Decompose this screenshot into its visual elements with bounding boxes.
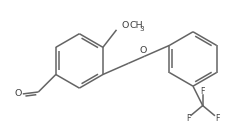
Text: O: O: [14, 89, 21, 98]
Text: O: O: [139, 46, 146, 55]
Text: F: F: [185, 114, 190, 123]
Text: F: F: [214, 114, 219, 123]
Text: CH: CH: [129, 21, 142, 31]
Text: O: O: [121, 21, 128, 31]
Text: F: F: [200, 87, 204, 96]
Text: 3: 3: [139, 26, 144, 32]
